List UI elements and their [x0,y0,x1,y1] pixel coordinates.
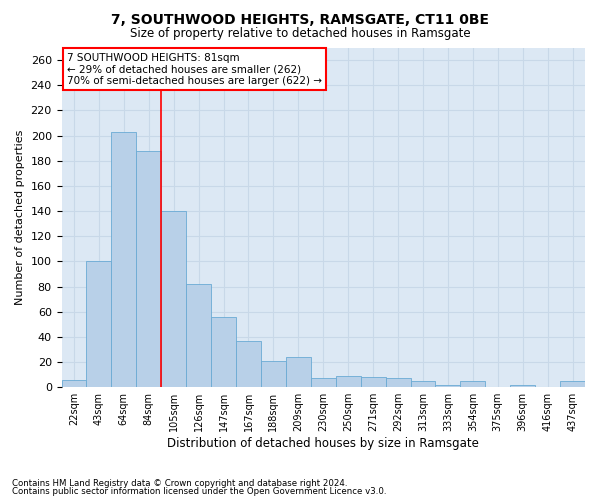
Bar [186,284,211,387]
Bar [510,384,535,387]
Bar [286,357,311,387]
Text: 7 SOUTHWOOD HEIGHTS: 81sqm
← 29% of detached houses are smaller (262)
70% of sem: 7 SOUTHWOOD HEIGHTS: 81sqm ← 29% of deta… [67,52,322,86]
Bar [386,378,410,387]
Bar [62,380,86,387]
Bar [112,132,136,387]
Bar [336,376,361,387]
Bar [86,262,112,387]
X-axis label: Distribution of detached houses by size in Ramsgate: Distribution of detached houses by size … [167,437,479,450]
Y-axis label: Number of detached properties: Number of detached properties [15,130,25,305]
Bar [436,384,460,387]
Text: Contains HM Land Registry data © Crown copyright and database right 2024.: Contains HM Land Registry data © Crown c… [12,478,347,488]
Bar [211,317,236,387]
Bar [136,150,161,387]
Bar [361,377,386,387]
Bar [560,381,585,387]
Bar [460,381,485,387]
Bar [236,340,261,387]
Text: 7, SOUTHWOOD HEIGHTS, RAMSGATE, CT11 0BE: 7, SOUTHWOOD HEIGHTS, RAMSGATE, CT11 0BE [111,12,489,26]
Bar [311,378,336,387]
Bar [161,211,186,387]
Bar [261,361,286,387]
Text: Contains public sector information licensed under the Open Government Licence v3: Contains public sector information licen… [12,487,386,496]
Bar [410,381,436,387]
Text: Size of property relative to detached houses in Ramsgate: Size of property relative to detached ho… [130,28,470,40]
